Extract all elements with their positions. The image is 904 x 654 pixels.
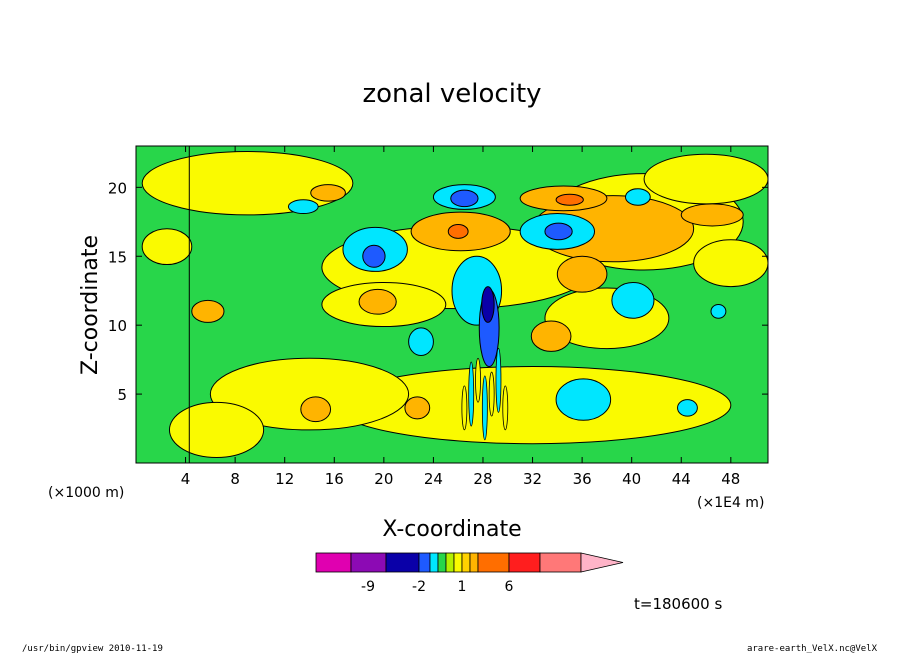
- y-tick-label: 15: [108, 248, 127, 266]
- contour-region: [168, 401, 265, 458]
- footer-left: /usr/bin/gpview 2010-11-19: [22, 644, 163, 654]
- contour-region: [362, 244, 386, 268]
- contour-region: [530, 320, 572, 352]
- x-tick-label: 8: [230, 470, 240, 488]
- contour-region: [209, 357, 410, 431]
- plume-cell: [488, 371, 495, 417]
- x-tick-label: 20: [374, 470, 393, 488]
- colorbar-segment: [477, 552, 510, 573]
- colorbar-segment: [315, 552, 352, 573]
- x-tick-label: 4: [181, 470, 191, 488]
- contour-region: [141, 228, 193, 266]
- contour-field: [136, 146, 768, 463]
- contour-region: [300, 396, 332, 423]
- plume-cell: [475, 357, 481, 403]
- contour-region: [141, 151, 354, 216]
- y-tick-label: 20: [108, 179, 127, 197]
- contour-region: [450, 189, 479, 208]
- colorbar-segment: [461, 552, 471, 573]
- contour-region: [555, 193, 584, 206]
- y-axis: 5 10 15 20: [108, 179, 768, 404]
- x-tick-label: 40: [622, 470, 641, 488]
- contour-region: [555, 378, 612, 421]
- colorbar-label: 1: [458, 579, 467, 595]
- time-label: t=180600 s: [634, 595, 722, 613]
- contour-region: [481, 286, 495, 323]
- colorbar: -9 -2 1 6: [315, 552, 624, 595]
- colorbar-label: -2: [412, 579, 426, 595]
- contour-region: [624, 188, 651, 206]
- colorbar-segment: [385, 552, 420, 573]
- colorbar-label: -9: [361, 579, 375, 595]
- x-tick-label: 28: [473, 470, 492, 488]
- chart-title: zonal velocity: [362, 79, 541, 109]
- y-tick-label: 5: [117, 386, 127, 404]
- contour-region: [408, 327, 434, 356]
- x-axis: 4 8 12 16 20 24 28 32 36 40 44 48: [181, 146, 740, 488]
- contour-region: [544, 222, 573, 241]
- colorbar-segment: [429, 552, 439, 573]
- y-axis-label: Z-coordinate: [78, 235, 103, 375]
- colorbar-arrow: [580, 552, 624, 573]
- x-unit-left: (×1000 m): [48, 485, 124, 501]
- plume-cell: [481, 375, 488, 441]
- contour-region: [693, 239, 768, 288]
- x-tick-label: 36: [573, 470, 592, 488]
- colorbar-label: 6: [505, 579, 514, 595]
- colorbar-segment: [437, 552, 447, 573]
- contour-region: [710, 304, 727, 319]
- x-tick-label: 16: [325, 470, 344, 488]
- plume-cell: [502, 385, 509, 431]
- colorbar-segment: [469, 552, 479, 573]
- footer-right: arare-earth_VelX.nc@VelX: [747, 644, 878, 654]
- contour-region: [358, 288, 397, 315]
- colorbar-segment: [418, 552, 431, 573]
- contour-region: [191, 299, 225, 323]
- contour-region: [310, 184, 346, 202]
- contour-region: [677, 399, 698, 417]
- x-unit-right: (×1E4 m): [697, 495, 764, 511]
- plume-cell: [461, 385, 468, 431]
- colorbar-segment: [350, 552, 387, 573]
- x-tick-label: 44: [672, 470, 691, 488]
- contour-region: [611, 281, 655, 319]
- plume-cell: [468, 361, 475, 427]
- contour-region: [404, 396, 431, 420]
- plume-cell: [495, 347, 502, 413]
- colorbar-segment: [445, 552, 455, 573]
- contour-region: [447, 224, 469, 239]
- x-tick-label: 48: [721, 470, 740, 488]
- colorbar-segment: [453, 552, 463, 573]
- contour-region: [643, 153, 768, 205]
- x-tick-label: 12: [275, 470, 294, 488]
- plot-frame: [135, 145, 769, 464]
- contour-region: [287, 199, 319, 215]
- colorbar-segment: [539, 552, 582, 573]
- colorbar-segment: [508, 552, 541, 573]
- x-axis-label: X-coordinate: [382, 517, 521, 542]
- contour-region: [556, 255, 608, 293]
- x-tick-label: 24: [424, 470, 443, 488]
- y-tick-label: 10: [108, 317, 127, 335]
- contour-region: [680, 203, 744, 227]
- x-tick-label: 32: [523, 470, 542, 488]
